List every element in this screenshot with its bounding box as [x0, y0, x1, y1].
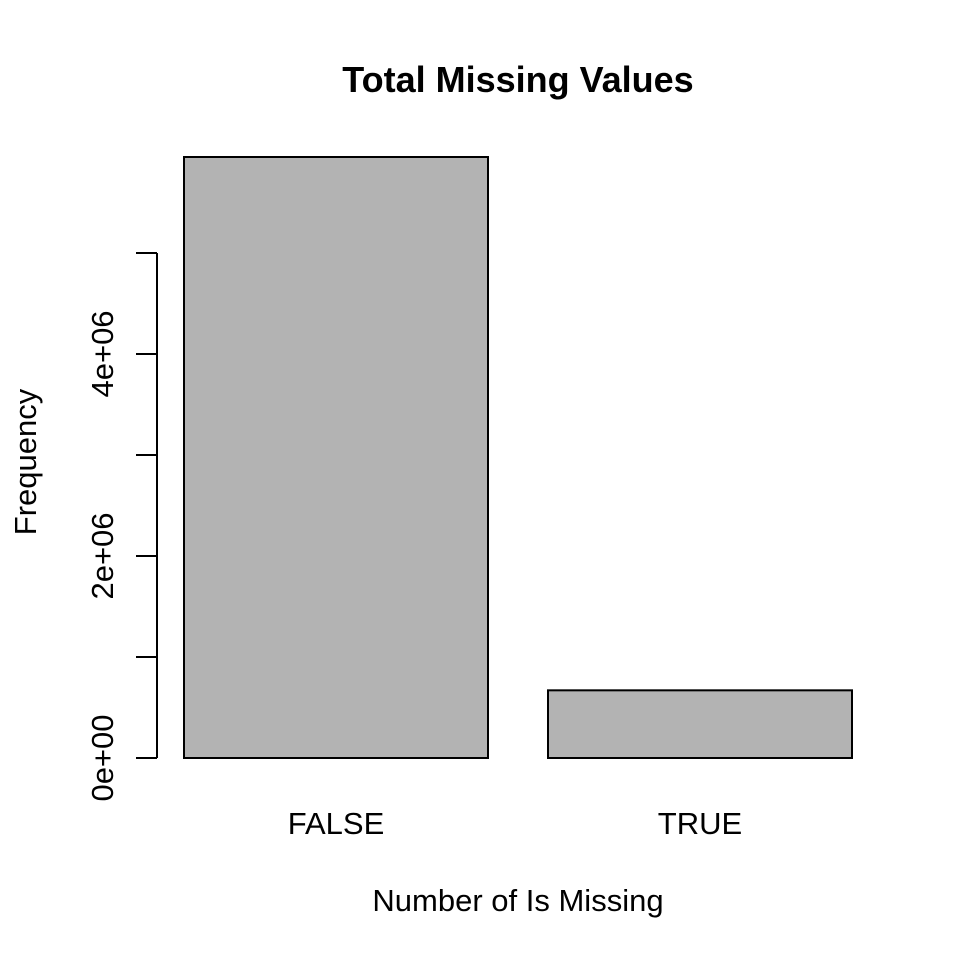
x-tick-labels: FALSE TRUE — [288, 806, 742, 841]
bar-true — [547, 689, 853, 759]
x-tick-label-true: TRUE — [658, 806, 742, 841]
y-axis: 0e+00 2e+06 4e+06 — [85, 251, 158, 802]
x-tick-label-false: FALSE — [288, 806, 385, 841]
x-axis-label: Number of Is Missing — [372, 883, 663, 918]
bars-layer — [183, 156, 853, 759]
bar-false — [183, 156, 489, 759]
y-axis-label: Frequency — [8, 388, 43, 535]
y-tick-label-4: 4e+06 — [85, 310, 120, 397]
chart-title: Total Missing Values — [342, 59, 693, 100]
y-tick-label-0: 0e+00 — [85, 714, 120, 801]
y-tick-label-2: 2e+06 — [85, 512, 120, 599]
